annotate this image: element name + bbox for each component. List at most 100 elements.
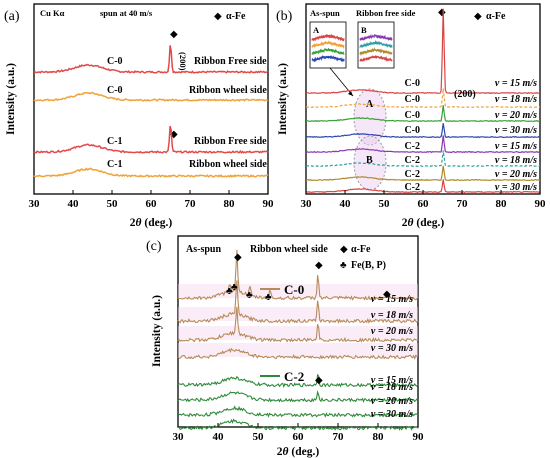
panel-a-series-2-alloy: C-0 [107, 85, 123, 96]
panel-a-xlabel-unit: (deg.) [142, 217, 173, 229]
insetB-trace [359, 33, 393, 41]
panel-c-afe-marker-3: ◆ [383, 289, 391, 300]
panel-c-series-4-speed: v = 30 m/s [371, 343, 413, 354]
panel-c-legend-label-1: α-Fe [351, 244, 371, 255]
panel-c-legend-label-2: Fe(B, P) [351, 260, 386, 271]
panel-b-zoom-region-a [353, 88, 387, 146]
panel-a-tick-label: 70 [185, 198, 197, 210]
panel-c-xlabel: 2θ (deg.) [277, 446, 320, 458]
panel-b-zoom-arrow [329, 67, 354, 97]
panel-c-xlabel-theta: θ [283, 446, 289, 458]
panel-b-series-6-speed: v = 18 m/s [495, 155, 537, 166]
panel-c-ylabel: Intensity (a.u.) [151, 295, 163, 367]
panel-c-series-3-speed: v = 20 m/s [371, 326, 413, 337]
panel-a-series-4-alloy: C-1 [107, 159, 123, 170]
panel-b-series-8-speed: v = 30 m/s [495, 182, 537, 193]
panel-b-header-left: As-spun [310, 8, 340, 18]
panel-c-header-right: Ribbon wheel side [250, 244, 328, 255]
panel-c-tick-label: 30 [173, 431, 185, 443]
panel-c-tick-label: 80 [373, 431, 385, 443]
panel-a-xlabel-two: 2 [130, 217, 136, 229]
panel-c-series-6-trace [177, 390, 419, 404]
panel-c-label: (c) [146, 239, 162, 254]
insetA-trace [311, 54, 345, 63]
panel-a-xlabel: 2θ (deg.) [130, 217, 173, 229]
insetB-trace [359, 47, 393, 56]
insetA-trace [311, 33, 345, 42]
panel-c-series-3-trace [177, 306, 419, 343]
panel-c-series-7-trace [177, 405, 419, 418]
panel-b-header-right: Ribbon free side [356, 8, 416, 18]
panel-b-series-5-alloy: C-2 [404, 141, 420, 152]
panel-c-tick-label: 70 [333, 431, 345, 443]
panel-a-tick-label: 90 [263, 198, 275, 210]
panel-c-tick-label: 50 [253, 431, 265, 443]
panel-c-group-2: C-2 [284, 369, 304, 384]
panel-a-series-2-trace [33, 91, 269, 102]
panel-c: (c) As-spun Ribbon wheel side ◆ α-Fe ♣ F… [146, 235, 425, 458]
panel-a-series-1-alloy: C-0 [107, 56, 123, 67]
panel-c-header-left: As-spun [186, 244, 221, 255]
panel-a-peak-marker-3: ◆ [170, 129, 178, 140]
panel-b-zoom-b: B [366, 155, 373, 166]
panel-a-xlabel-theta: θ [136, 217, 142, 229]
panel-b-tick-label: 60 [418, 198, 430, 210]
panel-a-series-4-side: Ribbon wheel side [189, 159, 267, 170]
panel-b-peak-marker: ◆ [438, 7, 446, 18]
panel-c-legend-symbol-1: ◆ [340, 244, 348, 255]
panel-b-series-2-alloy: C-0 [404, 94, 420, 105]
panel-c-series-2-trace [177, 280, 419, 325]
panel-b-series-7-alloy: C-2 [404, 169, 420, 180]
panel-c-afe-marker-2: ◆ [315, 260, 323, 271]
panel-b-tick-label: 30 [301, 198, 313, 210]
panel-b-series-8-alloy: C-2 [404, 182, 420, 193]
panel-c-afe-marker-4: ◆ [315, 375, 323, 386]
panel-c-afe-marker-1: ◆ [234, 252, 242, 263]
panel-a-tick-label: 60 [146, 198, 158, 210]
panel-b-peak-label: (200) [454, 89, 476, 100]
panel-b-inset-b-label: B [361, 25, 367, 35]
panel-b-tick-label: 40 [340, 198, 352, 210]
panel-c-fe-bp-marker-3: ♣ [246, 290, 253, 301]
panel-c-fe-bp-marker-4: ♣ [265, 292, 272, 303]
panel-c-series-4-trace [177, 347, 419, 361]
panel-b-series-2-speed: v = 18 m/s [495, 94, 537, 105]
panel-c-fe-bp-marker-2: ♣ [231, 282, 238, 293]
panel-a-condition: spun at 40 m/s [100, 8, 153, 18]
panel-b-series-6-trace [306, 150, 541, 168]
panel-b-series-5-trace [305, 135, 541, 154]
panel-b-series-2-trace [305, 88, 541, 109]
panel-a-peak-label: (200) [178, 52, 188, 71]
panel-b-series-3-speed: v = 20 m/s [495, 110, 537, 121]
panel-a-label: (a) [4, 9, 20, 24]
panel-b-series-4-alloy: C-0 [404, 125, 420, 136]
panel-a-series-2-side: Ribbon wheel side [189, 85, 267, 96]
panel-a-radiation: Cu Kα [40, 8, 65, 18]
panel-a-series-1-side: Ribbon Free side [194, 56, 267, 67]
panel-b-legend-symbol: ◆ [474, 11, 482, 22]
insetB-trace [359, 40, 393, 49]
panel-b-series-1-trace [305, 8, 541, 95]
panel-c-series-5-speed: v = 15 m/s [371, 375, 413, 386]
panel-c-series-2-speed: v = 18 m/s [371, 310, 413, 321]
panel-c-tick-label: 90 [413, 431, 425, 443]
panel-c-series-8-speed: v = 30 m/s [371, 409, 413, 420]
panel-b-tick-label: 90 [535, 198, 547, 210]
panel-b-xlabel-unit: (deg.) [414, 217, 445, 229]
panel-c-series-7-speed: v = 20 m/s [371, 396, 413, 407]
panel-b-series-7-speed: v = 20 m/s [495, 169, 537, 180]
panel-c-series-3-band [178, 326, 418, 340]
panel-c-series-1-trace [177, 249, 419, 301]
panel-b-series-4-speed: v = 30 m/s [495, 125, 537, 136]
panel-a-legend-symbol: ◆ [214, 11, 222, 22]
panel-c-group-1: C-0 [284, 282, 304, 297]
panel-b-legend-label: α-Fe [486, 11, 506, 22]
panel-a-tick-label: 40 [68, 198, 80, 210]
panel-c-xlabel-two: 2 [277, 446, 283, 458]
panel-b-series-7-trace [305, 165, 541, 182]
panel-b-ylabel: Intensity (a.u.) [277, 63, 289, 135]
panel-b-series-1-alloy: C-0 [404, 78, 420, 89]
panel-b-tick-label: 70 [457, 198, 469, 210]
panel-b-series-5-speed: v = 15 m/s [495, 141, 537, 152]
